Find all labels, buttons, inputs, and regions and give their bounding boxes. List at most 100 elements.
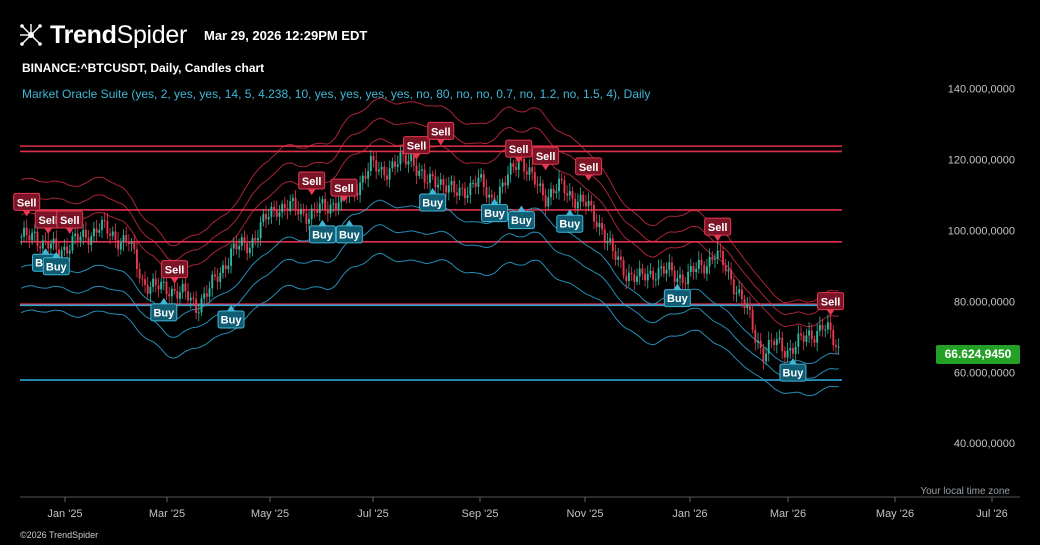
candle-body (584, 201, 587, 207)
candle-body (716, 250, 719, 259)
candle-body (676, 278, 679, 282)
candle-body (536, 184, 539, 186)
y-axis: 140.000,0000 120.000,0000 100.000,0000 80.0… (948, 84, 1015, 451)
candle-body (23, 227, 25, 237)
x-tick-label: Jul '26 (976, 508, 1007, 520)
candle-body (464, 188, 466, 199)
candle-body (625, 275, 628, 281)
sell-signal-pointer (412, 153, 421, 160)
sell-signal-label: Sell (302, 176, 322, 188)
candle-body (361, 175, 364, 183)
buy-signal-flag: Buy (779, 358, 807, 382)
candle-body (611, 238, 614, 252)
candle-body (318, 203, 321, 213)
buy-signal-box (419, 193, 447, 212)
indicator-legend[interactable]: Market Oracle Suite (yes, 2, yes, yes, 1… (22, 87, 651, 101)
candle-body (181, 283, 184, 293)
candle-body (117, 240, 120, 250)
buy-signal-box (308, 225, 336, 244)
y-tick-label: 120.000,0000 (948, 155, 1015, 167)
sell-signal-flag: Sell (505, 139, 533, 164)
sell-signal-flag: Sell (403, 136, 431, 160)
candle-body (291, 197, 294, 202)
buy-signal-box (507, 211, 535, 230)
candle-body (240, 237, 243, 246)
buy-signal-box (42, 257, 70, 276)
sell-signal-label: Sell (407, 141, 427, 153)
candle-body (205, 293, 208, 297)
buy-signal-box (481, 204, 509, 223)
candle-body (568, 191, 571, 196)
sell-signal-pointer (65, 228, 74, 235)
candle-body (786, 350, 789, 358)
sell-signal-flag: Sell (13, 192, 41, 217)
candle-body (818, 325, 821, 331)
candle-body (87, 237, 90, 245)
candle-body (364, 175, 367, 179)
trendspider-logo: Trend Spider (18, 20, 187, 50)
candle-body (141, 278, 144, 280)
candle-body (579, 194, 582, 202)
sell-signal-flag: Sell (56, 210, 84, 235)
candle-body (539, 183, 542, 186)
candle-body (778, 337, 781, 340)
sell-signal-label: Sell (536, 151, 556, 163)
candle-body (227, 265, 230, 270)
candle-body (751, 309, 754, 330)
sell-signal-pointer (514, 157, 523, 164)
x-tick-label: May '25 (251, 508, 289, 520)
candle-body (283, 203, 286, 209)
candle-body (835, 345, 837, 347)
candle-body (668, 262, 671, 270)
candle-body (334, 203, 337, 210)
candle-body (657, 268, 660, 280)
candle-body (490, 194, 493, 198)
candle-body (800, 333, 802, 336)
buy-signal-pointer (227, 304, 236, 311)
buy-signal-flag: Buy (335, 219, 363, 244)
candle-body (68, 250, 71, 254)
candle-body (168, 294, 171, 297)
candle-body (243, 237, 246, 244)
sell-signal-pointer (436, 139, 445, 146)
buy-signal-label: Buy (312, 229, 334, 241)
candle-body (528, 167, 531, 175)
candle-body (636, 276, 638, 282)
buy-signal-pointer (490, 198, 499, 205)
candle-body (63, 246, 66, 251)
candle-body (321, 199, 324, 204)
candle-body (837, 346, 840, 348)
candle-body (79, 236, 82, 241)
candle-body (455, 192, 458, 196)
sell-signal-pointer (22, 210, 31, 217)
candle-body (394, 161, 396, 167)
buy-signal-pointer (345, 219, 354, 226)
candle-body (789, 348, 792, 351)
candle-body (111, 231, 114, 236)
candle-body (160, 281, 163, 290)
candle-body (813, 339, 816, 343)
buy-signal-label: Buy (783, 368, 805, 380)
candle-body (359, 182, 362, 196)
brand-name-bold: Trend (50, 20, 117, 49)
candle-body (743, 299, 746, 309)
candle-body (619, 256, 622, 261)
buy-signal-pointer (41, 248, 50, 255)
lower-band-line (21, 252, 839, 397)
candle-body (531, 167, 534, 173)
candle-body (262, 213, 265, 222)
last-price-badge: 66.624,9450 (936, 345, 1020, 364)
buy-signal-flag: Buy (217, 304, 245, 329)
candle-body (821, 325, 824, 330)
candle-body (606, 241, 609, 243)
candle-body (55, 238, 58, 250)
candle-body (488, 194, 491, 198)
candle-body (165, 281, 168, 295)
buy-signal-box (335, 225, 363, 244)
x-tick-label: Sep '25 (462, 508, 499, 520)
y-tick-label: 140.000,0000 (948, 84, 1015, 96)
timezone-label[interactable]: Your local time zone (920, 486, 1010, 497)
candle-body (587, 200, 590, 207)
candle-body (273, 206, 276, 210)
